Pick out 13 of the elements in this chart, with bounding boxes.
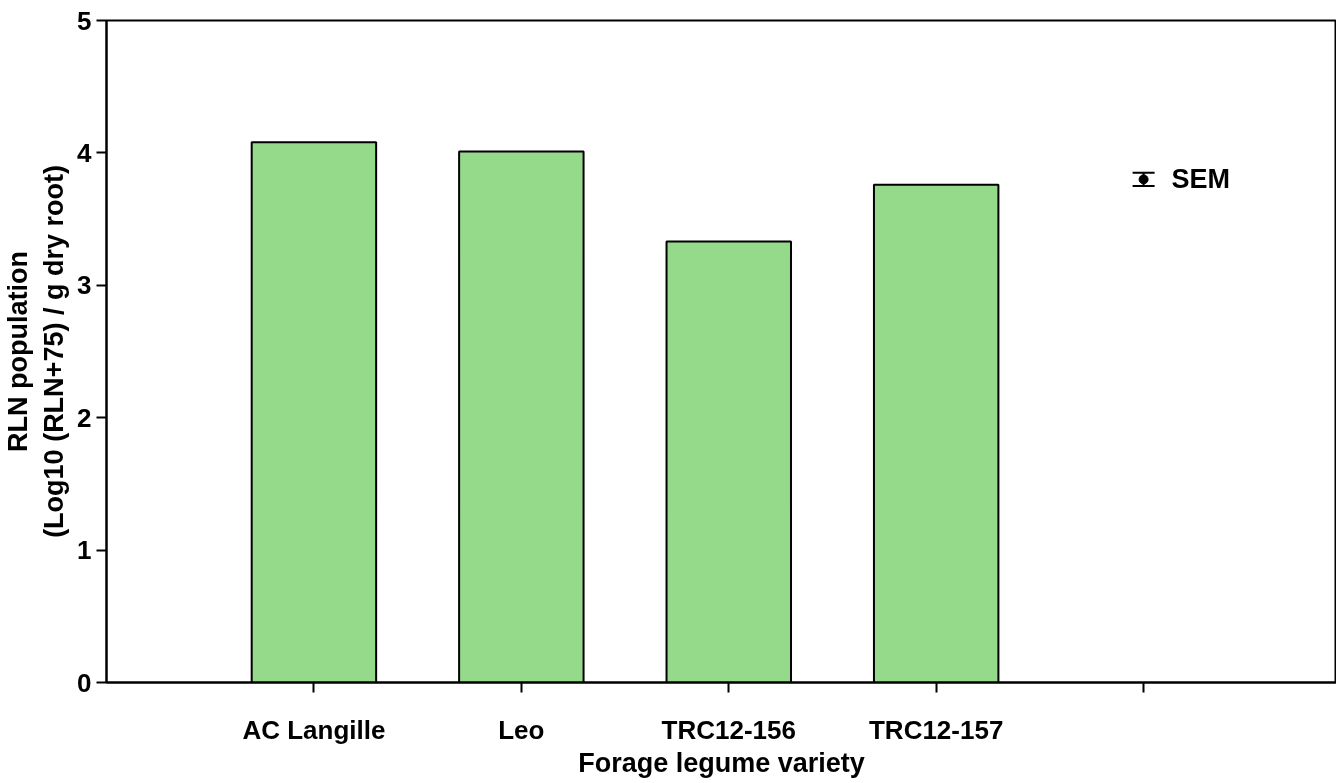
y-tick-label: 5 [77, 5, 92, 36]
x-tick-label: TRC12-157 [868, 714, 1004, 745]
y-tick-label: 2 [77, 402, 92, 433]
x-tick-label: TRC12-156 [661, 714, 796, 745]
y-axis-title: RLN population (Log10 (RLN+75) / g dry root) [3, 165, 70, 538]
y-tick-label: 4 [77, 137, 93, 168]
x-axis-title: Forage legume variety [578, 747, 865, 778]
x-tick-label: Leo [498, 714, 545, 745]
y-tick-label: 0 [77, 667, 92, 698]
series-label: SEM [1171, 164, 1231, 195]
y-tick-label: 1 [77, 535, 92, 566]
x-tick-label: AC Langille [242, 714, 386, 745]
y-tick-label: 3 [77, 270, 92, 301]
